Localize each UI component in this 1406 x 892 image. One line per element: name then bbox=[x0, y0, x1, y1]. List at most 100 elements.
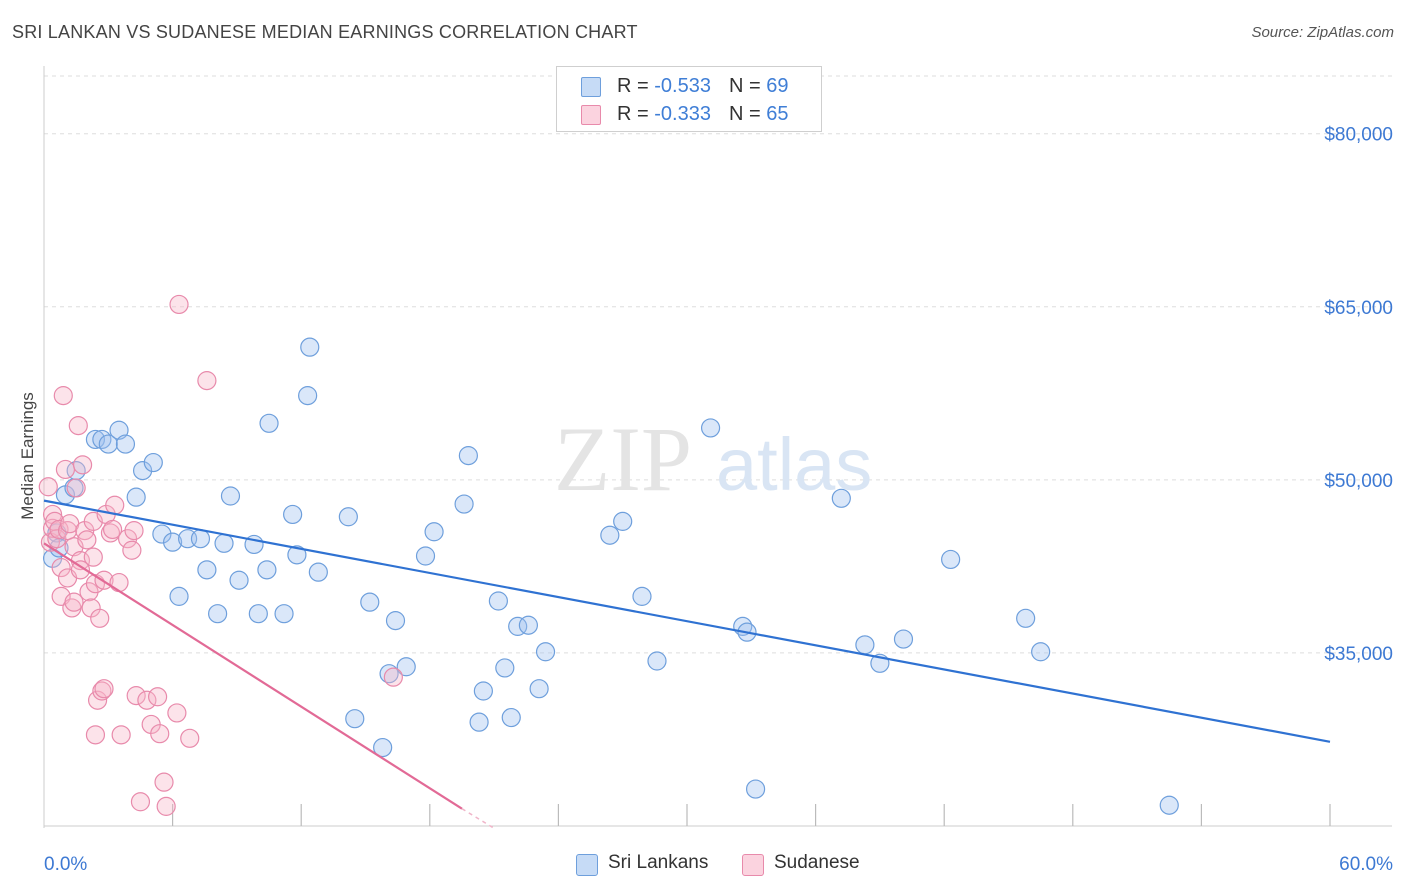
sri-lankans-point bbox=[458, 446, 478, 466]
sudanese-point bbox=[53, 386, 73, 406]
sri-lankans-point bbox=[495, 658, 515, 678]
sri-lankans-point bbox=[190, 529, 211, 549]
sri-lankans-point bbox=[745, 779, 766, 799]
sudanese-point bbox=[102, 519, 123, 540]
gridlines bbox=[44, 75, 1392, 654]
sri-lankans-point bbox=[298, 386, 318, 406]
sudanese-point bbox=[109, 572, 129, 593]
sri-lankans-point bbox=[529, 679, 549, 699]
sri-lankans-point bbox=[220, 486, 241, 506]
trend-lines bbox=[43, 499, 1331, 829]
sri-lankans-point bbox=[197, 560, 217, 580]
sudanese-point bbox=[197, 371, 217, 391]
sudanese-point bbox=[68, 416, 88, 436]
sri-lankans-points bbox=[42, 337, 1179, 815]
watermark-zip: ZIP bbox=[554, 408, 692, 510]
sri-lankans-point bbox=[1031, 642, 1051, 662]
sri-lankans-point bbox=[893, 629, 914, 649]
bottom-legend-swatch-pink bbox=[742, 854, 764, 876]
sri-lankans-point bbox=[214, 533, 234, 553]
sri-lankans-point bbox=[98, 434, 118, 454]
sri-lankans-point bbox=[535, 642, 556, 662]
n-label: N = bbox=[728, 75, 767, 97]
sudanese-point bbox=[147, 687, 168, 707]
sri-lankans-point bbox=[259, 413, 279, 433]
sri-lankans-point bbox=[600, 525, 620, 545]
sri-lankans-point bbox=[126, 487, 146, 507]
r-label: R = bbox=[617, 75, 655, 97]
sri-lankans-point bbox=[454, 494, 474, 514]
sri-lankans-point bbox=[345, 709, 365, 729]
sri-lankans-point bbox=[473, 681, 493, 701]
bottom-legend-label: Sri Lankans bbox=[608, 852, 709, 873]
sudanese-point bbox=[57, 521, 78, 541]
sudanese-point bbox=[51, 557, 71, 578]
sri-lankans-point bbox=[1159, 795, 1179, 815]
sri-lankans-point bbox=[855, 635, 875, 655]
sri-lankans-point bbox=[248, 604, 268, 624]
sudanese-point bbox=[64, 592, 84, 612]
sudanese-point bbox=[66, 478, 86, 498]
sri-lankans-point bbox=[300, 337, 320, 357]
sudanese-point bbox=[124, 521, 144, 541]
sri-lankans-point bbox=[308, 562, 328, 582]
sri-lankans-point bbox=[152, 524, 172, 544]
sudanese-point bbox=[70, 560, 91, 580]
sri-lankans-point bbox=[1016, 608, 1036, 628]
sudanese-point bbox=[122, 540, 142, 560]
y-tick-label: $80,000 bbox=[1324, 125, 1393, 146]
sri-lankans-point bbox=[613, 511, 633, 531]
y-tick-label: $35,000 bbox=[1324, 644, 1393, 665]
sudanese-point bbox=[38, 477, 58, 497]
legend-swatch-blue bbox=[581, 77, 601, 97]
sudanese-point bbox=[130, 792, 151, 812]
sri-lankans-point bbox=[208, 604, 228, 624]
sudanese-point bbox=[156, 796, 176, 816]
n-label: N = bbox=[728, 103, 767, 125]
sudanese-point bbox=[85, 725, 106, 745]
sri-lankans-point bbox=[632, 586, 652, 606]
sri-lankans-point bbox=[396, 657, 416, 677]
sudanese-point bbox=[150, 724, 170, 744]
sri-lankans-point bbox=[373, 737, 393, 758]
sri-lankans-point bbox=[501, 707, 521, 728]
sri-lankans-point bbox=[360, 592, 380, 612]
sudanese-point bbox=[87, 690, 108, 710]
sri-lankans-point bbox=[415, 546, 436, 566]
y-axis-label: Median Earnings bbox=[18, 392, 37, 520]
sri-lankans-point bbox=[229, 570, 249, 590]
legend-swatch-pink bbox=[581, 105, 601, 125]
y-tick-label: $65,000 bbox=[1324, 298, 1393, 319]
sri-lankans-point bbox=[385, 611, 406, 631]
r-value: -0.333 bbox=[654, 103, 711, 125]
sri-lankans-point bbox=[287, 545, 307, 565]
sudanese-point bbox=[83, 547, 103, 567]
sri-lankans-point bbox=[338, 507, 358, 527]
sri-lankans-point bbox=[143, 452, 163, 473]
sudanese-point bbox=[126, 686, 146, 706]
sudanese-point bbox=[154, 772, 174, 792]
sudanese-point bbox=[90, 608, 110, 628]
sri-lankans-point bbox=[257, 560, 277, 580]
axes bbox=[43, 66, 1392, 828]
sri-lankans-point bbox=[831, 488, 851, 508]
n-value: 69 bbox=[766, 75, 789, 97]
bottom-legend-label: Sudanese bbox=[774, 852, 860, 873]
legend: R = -0.533 N = 69 R = -0.333 N = 65 bbox=[556, 66, 822, 132]
sri-lankans-point bbox=[424, 522, 444, 542]
sri-lankans-point bbox=[941, 549, 961, 570]
sudanese-point bbox=[100, 523, 121, 543]
sri-lankans-point bbox=[85, 429, 106, 450]
sudanese-points bbox=[38, 294, 403, 816]
tick-labels: $35,000 $50,000 $65,000 $80,000 0.0% 60.0% Med… bbox=[18, 125, 1393, 875]
sri-lankans-point bbox=[469, 712, 489, 732]
sri-lankans-point bbox=[274, 604, 294, 624]
n-value: 65 bbox=[766, 103, 789, 125]
sudanese-point bbox=[169, 294, 189, 315]
sri-lankans-point bbox=[163, 532, 183, 552]
sudanese-point bbox=[180, 728, 200, 748]
sudanese-point bbox=[77, 530, 97, 550]
sudanese-point bbox=[383, 667, 403, 687]
x-tick-label-min: 0.0% bbox=[44, 854, 87, 875]
